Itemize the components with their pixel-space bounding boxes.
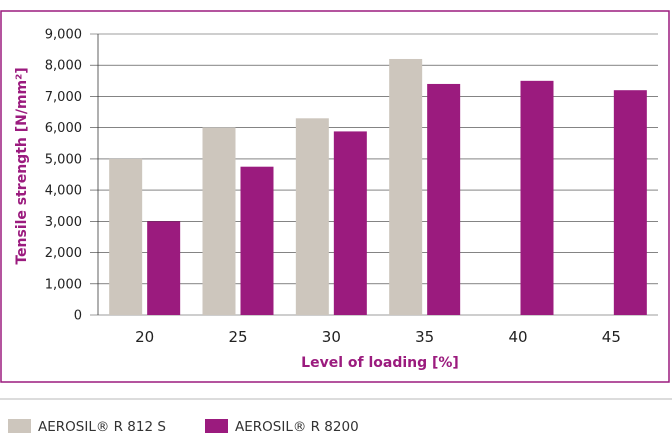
x-tick-label: 45: [602, 328, 621, 346]
bar-r8200-25: [240, 166, 274, 315]
y-tick-label: 3,000: [45, 215, 82, 230]
legend-label: AEROSIL® R 8200: [235, 419, 359, 435]
bar-r8200-35: [427, 83, 461, 315]
y-axis-title: Tensile strength [N/mm²]: [14, 67, 30, 264]
bar-r812s-20: [109, 158, 143, 315]
legend-swatch: [205, 419, 228, 433]
y-tick-labels: 0 1,000 2,000 3,000 4,000 5,000 6,000 7,000 8,00…: [45, 28, 82, 324]
y-tick-label: 8,000: [45, 59, 82, 74]
y-tick-label: 2,000: [45, 246, 82, 261]
bar-r8200-30: [333, 131, 367, 315]
x-tick-label: 20: [135, 328, 154, 346]
bar-r8200-45: [613, 90, 647, 315]
bar-r8200-20: [147, 221, 181, 315]
x-tick-label: 30: [322, 328, 341, 346]
legend-label: AEROSIL® R 812 S: [38, 419, 166, 435]
x-tick-label: 25: [228, 328, 247, 346]
x-tick-labels: 20 25 30 35 40 45: [135, 328, 621, 346]
bar-r812s-25: [202, 127, 236, 316]
bar-r812s-30: [295, 118, 329, 315]
bar-r8200-40: [520, 80, 554, 315]
y-tick-label: 7,000: [45, 90, 82, 105]
y-tick-label: 5,000: [45, 152, 82, 167]
x-tick-label: 40: [508, 328, 527, 346]
legend-swatch: [8, 419, 31, 433]
bars: [109, 58, 647, 316]
y-tick-label: 1,000: [45, 277, 82, 292]
y-tick-label: 0: [74, 309, 82, 324]
bar-r812s-35: [389, 58, 423, 315]
x-tick-label: 35: [415, 328, 434, 346]
y-tick-label: 4,000: [45, 184, 82, 199]
grid-layer: [90, 33, 658, 316]
x-axis-title: Level of loading [%]: [301, 355, 459, 371]
legend: AEROSIL® R 812 S AEROSIL® R 8200: [8, 419, 359, 435]
chart-frame: [0, 10, 670, 383]
y-tick-label: 6,000: [45, 121, 82, 136]
y-tick-label: 9,000: [45, 28, 82, 43]
